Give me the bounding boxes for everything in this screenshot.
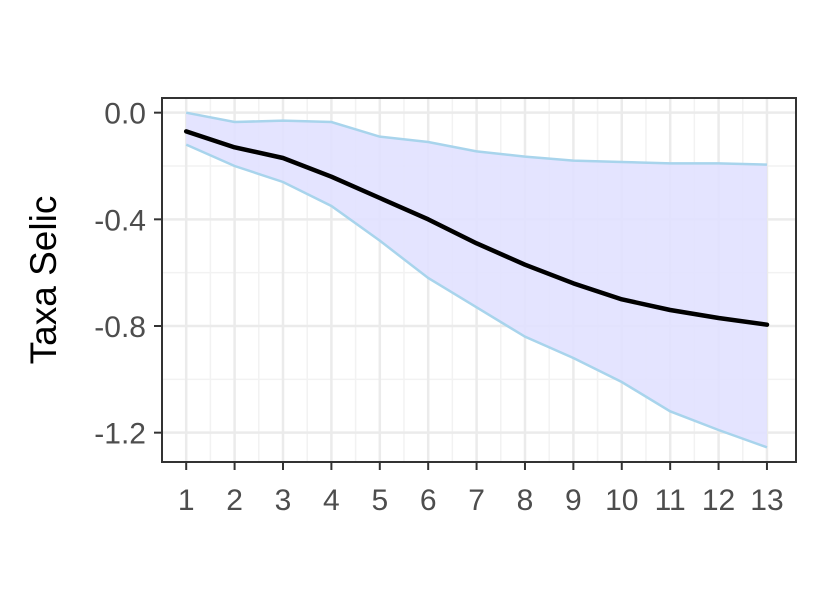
y-tick-label: -0.4 — [94, 204, 146, 237]
lower-band-line — [185, 143, 768, 449]
x-axis-tick-labels: 1 2 3 4 5 6 7 8 9 10 11 12 13 — [178, 484, 784, 517]
x-tick-label: 3 — [275, 484, 292, 517]
x-tick-label: 2 — [226, 484, 243, 517]
panel-border — [161, 97, 797, 463]
confidence-band — [185, 111, 768, 449]
estimate-line — [183, 129, 770, 327]
x-tick-label: 7 — [468, 484, 485, 517]
x-tick-label: 13 — [750, 484, 783, 517]
x-tick-label: 10 — [605, 484, 638, 517]
x-tick-label: 6 — [420, 484, 437, 517]
y-tick-label: -1.2 — [94, 418, 146, 451]
upper-band-line — [185, 111, 767, 166]
confidence-band-fill — [186, 112, 767, 448]
x-tick-label: 4 — [323, 484, 340, 517]
axis-ticks — [154, 111, 768, 470]
x-tick-label: 1 — [178, 484, 195, 517]
y-axis-title: Taxa Selic — [23, 196, 64, 365]
y-axis-tick-labels: 0.0 -0.4 -0.8 -1.2 — [94, 98, 146, 451]
x-tick-label: 12 — [702, 484, 735, 517]
x-tick-label: 8 — [517, 484, 534, 517]
x-tick-label: 11 — [655, 484, 686, 517]
y-tick-label: -0.8 — [94, 311, 146, 344]
y-tick-label: 0.0 — [104, 98, 146, 131]
estimate-line-layer — [183, 129, 770, 327]
x-tick-label: 9 — [565, 484, 582, 517]
x-tick-label: 5 — [371, 484, 388, 517]
